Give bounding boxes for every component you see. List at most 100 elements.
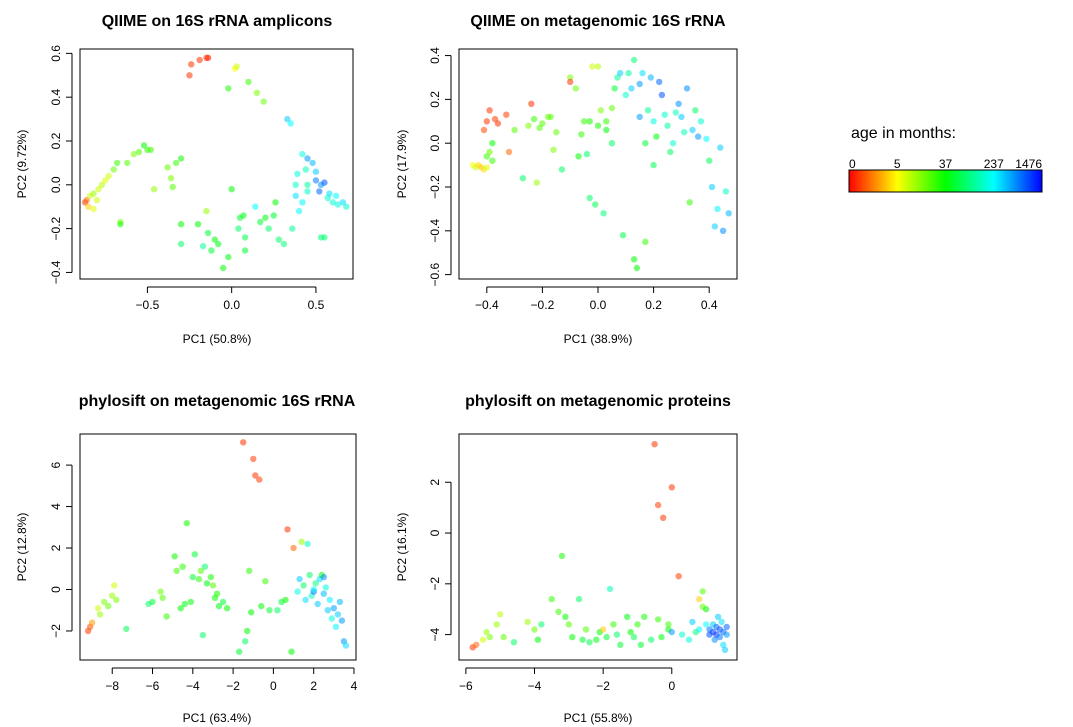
- data-point: [589, 63, 596, 70]
- data-point: [90, 190, 97, 197]
- panel-4-xticks: −6 −4 −2 0: [459, 667, 675, 693]
- data-point: [326, 190, 333, 197]
- data-point: [169, 183, 176, 191]
- data-point: [689, 126, 696, 134]
- data-point: [716, 633, 723, 641]
- data-point: [113, 596, 120, 604]
- data-point: [586, 118, 593, 125]
- data-point: [98, 181, 106, 188]
- data-point: [702, 621, 710, 628]
- data-point: [562, 613, 569, 620]
- data-point: [583, 150, 591, 158]
- panel-4: phylosift on metagenomic proteins −6 −4 −2…: [395, 393, 738, 725]
- data-point: [252, 472, 259, 479]
- data-point: [572, 85, 579, 92]
- data-point: [650, 161, 657, 169]
- data-point: [661, 111, 668, 118]
- data-point: [172, 159, 180, 167]
- data-point: [130, 150, 138, 158]
- data-point: [321, 234, 328, 241]
- data-point: [486, 107, 493, 114]
- data-point: [90, 205, 97, 213]
- data-point: [186, 72, 193, 79]
- data-point: [289, 225, 296, 232]
- legend-tick-label: 0: [849, 157, 856, 171]
- data-point: [669, 140, 677, 147]
- data-point: [287, 120, 294, 127]
- data-point: [725, 210, 732, 217]
- panel-4-points: [469, 441, 730, 653]
- data-point: [548, 595, 555, 603]
- data-point: [489, 157, 496, 164]
- data-point: [300, 582, 307, 589]
- legend-colorbar: [848, 169, 1043, 193]
- data-point: [85, 203, 92, 210]
- data-point: [719, 227, 727, 234]
- data-point: [486, 148, 493, 156]
- legend-tick-label: 1476: [1015, 157, 1042, 171]
- panel-4-plot-frame: [458, 433, 738, 661]
- x-tick-label: −2: [596, 679, 610, 693]
- data-point: [290, 544, 297, 552]
- data-point: [547, 113, 554, 121]
- data-point: [326, 596, 333, 604]
- data-point: [215, 602, 223, 610]
- x-tick-label: −6: [146, 679, 160, 693]
- y-tick-label: −0.4: [49, 260, 63, 284]
- data-point: [575, 595, 583, 603]
- data-point: [667, 148, 674, 156]
- data-point: [555, 608, 562, 615]
- data-point: [105, 602, 112, 610]
- data-point: [225, 253, 232, 261]
- x-tick-label: 0.0: [223, 298, 240, 312]
- y-tick-label: 2: [428, 479, 442, 486]
- data-point: [83, 196, 90, 204]
- data-point: [265, 225, 272, 232]
- data-point: [204, 54, 212, 61]
- data-point: [171, 553, 178, 560]
- data-point: [292, 192, 299, 199]
- data-point: [696, 626, 703, 633]
- data-point: [668, 484, 675, 491]
- data-point: [603, 118, 610, 125]
- data-point: [692, 107, 699, 114]
- data-point: [312, 580, 319, 587]
- data-point: [173, 567, 180, 574]
- y-tick-label: 0.0: [428, 135, 442, 152]
- data-point: [220, 264, 227, 272]
- data-point: [262, 578, 269, 585]
- data-point: [199, 242, 207, 250]
- data-point: [633, 264, 641, 272]
- data-point: [617, 641, 624, 648]
- data-point: [656, 78, 663, 86]
- x-tick-label: −0.2: [531, 298, 555, 312]
- data-point: [625, 69, 632, 77]
- data-point: [164, 164, 171, 171]
- panel-1-points: [81, 54, 350, 272]
- data-point: [642, 238, 649, 245]
- y-tick-label: 0: [428, 529, 442, 536]
- data-point: [299, 150, 306, 158]
- panel-2: QIIME on metagenomic 16S rRNA −0.4 −0.2 0.…: [395, 13, 738, 346]
- y-tick-label: −4: [428, 627, 442, 641]
- data-point: [199, 631, 207, 639]
- data-point: [668, 628, 675, 636]
- data-point: [503, 111, 510, 118]
- data-point: [270, 212, 277, 219]
- data-point: [124, 159, 131, 167]
- data-point: [689, 618, 696, 626]
- data-point: [634, 621, 641, 628]
- data-point: [648, 636, 655, 643]
- data-point: [600, 210, 607, 217]
- data-point: [608, 140, 616, 147]
- data-point: [636, 80, 643, 88]
- panel-3-ylabel: PC2 (12.8%): [15, 513, 29, 582]
- data-point: [219, 598, 227, 606]
- data-point: [593, 636, 600, 643]
- y-tick-label: 0.6: [49, 45, 63, 62]
- data-point: [282, 596, 289, 604]
- data-point: [654, 616, 662, 623]
- data-point: [93, 196, 101, 204]
- data-point: [525, 122, 532, 129]
- data-point: [528, 100, 535, 108]
